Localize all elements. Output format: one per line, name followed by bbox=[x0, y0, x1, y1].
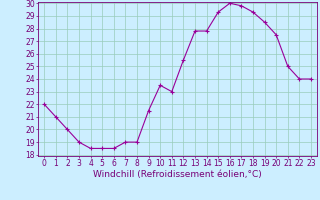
X-axis label: Windchill (Refroidissement éolien,°C): Windchill (Refroidissement éolien,°C) bbox=[93, 170, 262, 179]
